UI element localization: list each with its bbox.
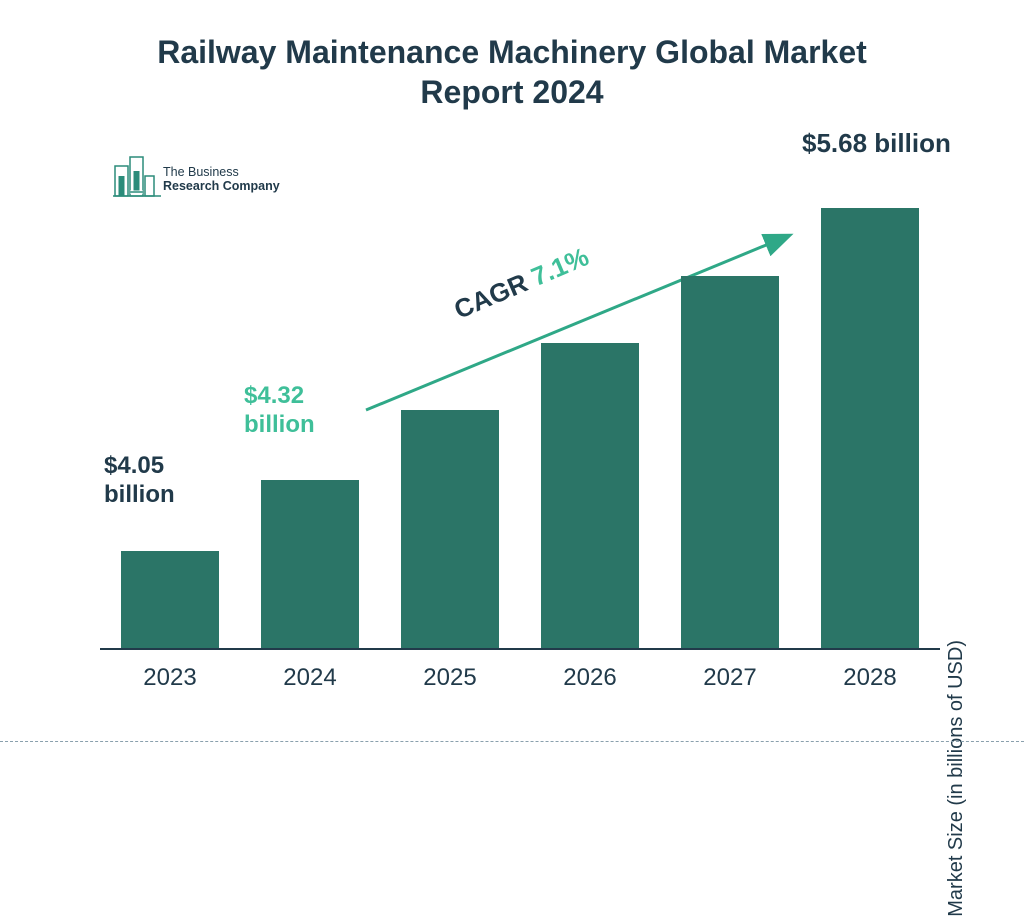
x-labels: 2023 2024 2025 2026 2027 2028 [100, 664, 940, 692]
bar-2025 [401, 410, 499, 648]
x-axis [100, 648, 940, 650]
xlabel-2027: 2027 [680, 664, 780, 692]
bar-2026 [541, 343, 639, 648]
bar-2023 [121, 551, 219, 648]
xlabel-2024: 2024 [260, 664, 360, 692]
callout-last-year: $5.68 billion [802, 128, 951, 159]
bar-2027 [681, 276, 779, 648]
bar-2028 [821, 208, 919, 648]
callout-first-year: $4.05 billion [104, 452, 214, 510]
callout-second-year: $4.32 billion [244, 382, 354, 440]
xlabel-2028: 2028 [820, 664, 920, 692]
y-axis-label: Market Size (in billions of USD) [945, 640, 968, 917]
xlabel-2023: 2023 [120, 664, 220, 692]
bottom-divider [0, 741, 1024, 742]
xlabel-2026: 2026 [540, 664, 640, 692]
chart-title: Railway Maintenance Machinery Global Mar… [122, 32, 902, 112]
bars-container [100, 188, 940, 648]
bar-chart: CAGR 7.1% 202320242025202620272028 Marke… [100, 170, 950, 700]
xlabel-2025: 2025 [400, 664, 500, 692]
bar-2024 [261, 480, 359, 648]
